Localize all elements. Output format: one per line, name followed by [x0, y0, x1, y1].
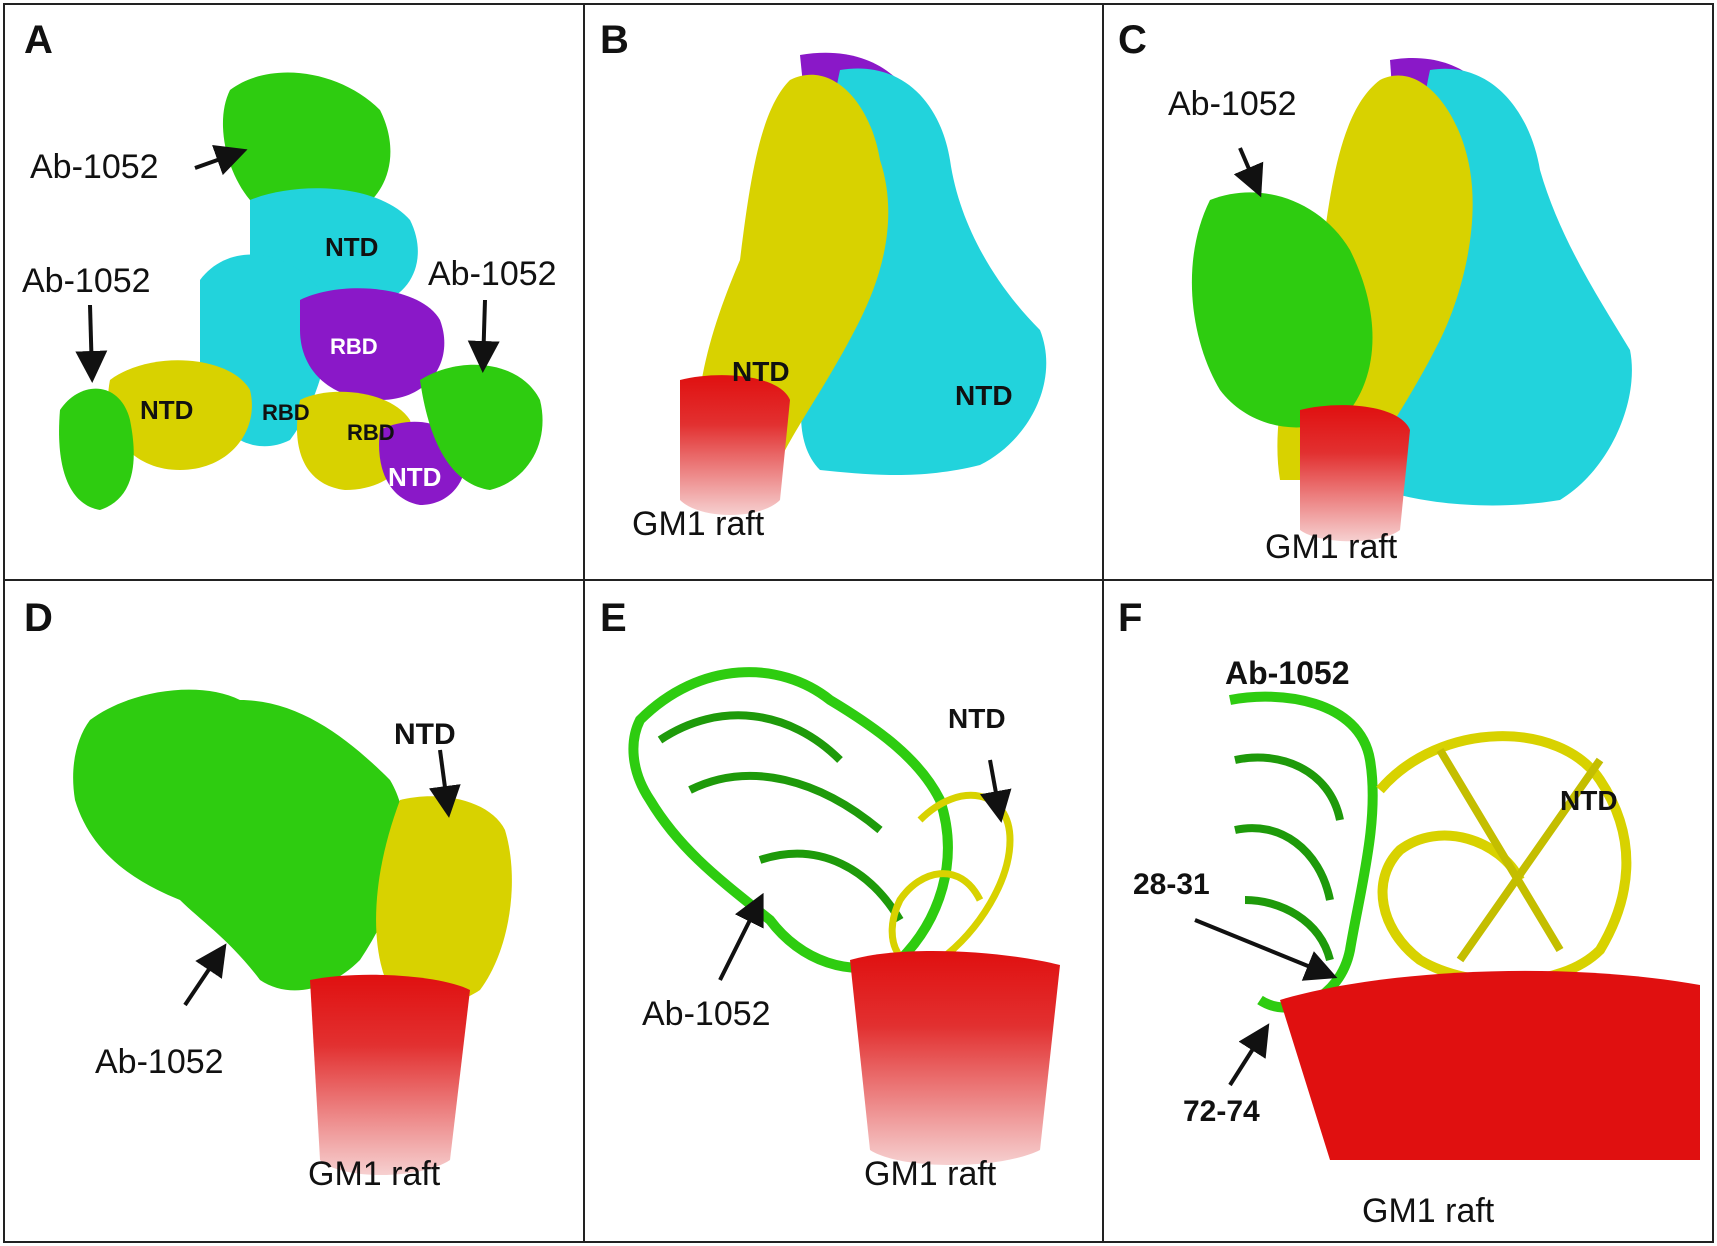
panel-a-structure — [59, 72, 543, 510]
raft-b — [680, 375, 790, 515]
yellow-body-blob — [697, 74, 889, 460]
purple-rbd-blob — [300, 288, 445, 400]
panel-e-raft-label: GM1 raft — [864, 1155, 997, 1193]
panel-a-ntd-yellow-label: NTD — [140, 395, 194, 425]
panel-e-structure — [628, 667, 1060, 1165]
panel-a-ntd-purple-label: NTD — [388, 462, 442, 492]
panel-a-rbd-yellow-label: RBD — [347, 420, 395, 445]
panel-a-label: A — [24, 18, 53, 62]
ribbon-ntd-e — [888, 791, 1014, 969]
arrow-a-left — [75, 304, 108, 383]
panel-f-loop2-label: 72-74 — [1183, 1095, 1260, 1128]
panel-b-ntd-yellow-label: NTD — [732, 356, 790, 387]
panel-f-raft-label: GM1 raft — [1362, 1192, 1495, 1230]
panel-e-ntd-label: NTD — [948, 703, 1006, 734]
panel-c-raft-label: GM1 raft — [1265, 528, 1398, 566]
panel-a-ntd-cyan-label: NTD — [325, 232, 379, 262]
antibody-d — [73, 689, 405, 991]
panel-grid-lines — [3, 3, 1714, 1243]
panel-d-ab-label: Ab-1052 — [95, 1043, 224, 1081]
ribbon-antibody-e — [628, 667, 953, 973]
panel-b-ntd-cyan-label: NTD — [955, 380, 1013, 411]
panel-a-rbd-purple-label: RBD — [330, 334, 378, 359]
panel-a-ab-left-label: Ab-1052 — [22, 262, 151, 300]
panel-a-ab-top-label: Ab-1052 — [30, 148, 159, 186]
panel-d-structure — [73, 689, 512, 1175]
raft-f — [1280, 970, 1700, 1160]
panel-b-raft-label: GM1 raft — [632, 505, 765, 543]
panel-a-rbd-cyan-label: RBD — [262, 400, 310, 425]
panel-e-label: E — [600, 596, 627, 640]
raft-e — [850, 950, 1060, 1165]
panel-f-loop1-label: 28-31 — [1133, 868, 1210, 901]
panel-c-ab-label: Ab-1052 — [1168, 85, 1297, 123]
arrow-d-ntd — [428, 749, 461, 818]
antibody-top-blob — [222, 72, 391, 223]
arrow-a-right — [467, 299, 500, 373]
panel-f-label: F — [1118, 596, 1143, 640]
panel-f-structure — [1194, 691, 1700, 1160]
panel-a-ab-right-label: Ab-1052 — [428, 255, 557, 293]
arrow-c — [1233, 147, 1264, 198]
panel-b-label: B — [600, 18, 629, 62]
panel-d-ntd-label: NTD — [394, 718, 456, 751]
panel-f-ab-label: Ab-1052 — [1225, 655, 1350, 691]
antibody-left-blob — [59, 388, 134, 510]
arrow-a-top — [194, 144, 248, 176]
arrow-e-ab — [718, 892, 764, 981]
arrow-f-72-74 — [1228, 1023, 1270, 1087]
ntd-d — [376, 796, 512, 1005]
yellow-ntd-left-blob — [108, 360, 252, 470]
antibody-c — [1191, 192, 1373, 428]
panel-d-label: D — [24, 596, 53, 640]
panel-d-raft-label: GM1 raft — [308, 1155, 441, 1193]
panel-c-structure — [1191, 58, 1632, 542]
arrow-f-28-31 — [1194, 918, 1338, 981]
panel-b-structure — [680, 52, 1047, 515]
panel-f-ntd-label: NTD — [1560, 785, 1618, 816]
raft-d — [310, 974, 470, 1175]
arrow-d-ab — [183, 943, 227, 1007]
panel-c-label: C — [1118, 18, 1147, 62]
antibody-right-blob — [420, 364, 543, 490]
raft-c — [1300, 405, 1410, 542]
arrow-e-ntd — [979, 759, 1012, 823]
panel-e-ab-label: Ab-1052 — [642, 995, 771, 1033]
